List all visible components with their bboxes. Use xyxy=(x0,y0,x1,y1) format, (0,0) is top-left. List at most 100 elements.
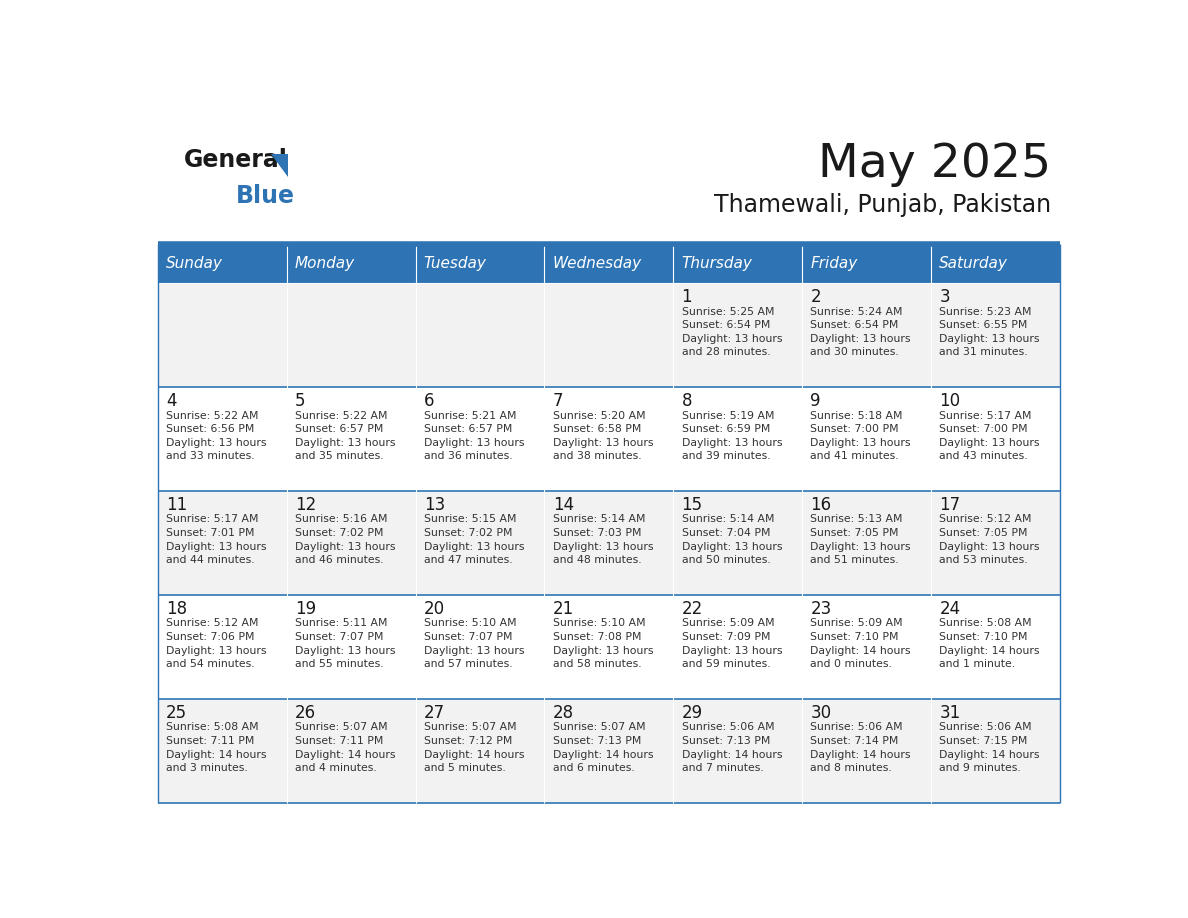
Text: 3: 3 xyxy=(940,288,950,307)
Text: Thamewali, Punjab, Pakistan: Thamewali, Punjab, Pakistan xyxy=(714,193,1051,217)
Text: Sunrise: 5:20 AM
Sunset: 6:58 PM
Daylight: 13 hours
and 38 minutes.: Sunrise: 5:20 AM Sunset: 6:58 PM Dayligh… xyxy=(552,410,653,462)
Text: 20: 20 xyxy=(424,600,446,618)
Bar xyxy=(286,387,416,491)
Bar xyxy=(158,491,286,595)
Bar xyxy=(416,244,544,284)
Bar xyxy=(416,284,544,387)
Bar xyxy=(674,699,802,803)
Text: Sunrise: 5:17 AM
Sunset: 7:00 PM
Daylight: 13 hours
and 43 minutes.: Sunrise: 5:17 AM Sunset: 7:00 PM Dayligh… xyxy=(940,410,1040,462)
Bar xyxy=(544,244,674,284)
Text: Sunrise: 5:09 AM
Sunset: 7:09 PM
Daylight: 13 hours
and 59 minutes.: Sunrise: 5:09 AM Sunset: 7:09 PM Dayligh… xyxy=(682,619,782,669)
Bar xyxy=(158,284,286,387)
Text: Sunrise: 5:18 AM
Sunset: 7:00 PM
Daylight: 13 hours
and 41 minutes.: Sunrise: 5:18 AM Sunset: 7:00 PM Dayligh… xyxy=(810,410,911,462)
Bar xyxy=(286,284,416,387)
Text: 13: 13 xyxy=(424,496,446,514)
Text: 18: 18 xyxy=(166,600,188,618)
Text: Wednesday: Wednesday xyxy=(552,256,642,272)
Bar xyxy=(802,491,931,595)
Bar xyxy=(158,244,286,284)
Bar xyxy=(286,244,416,284)
Text: Friday: Friday xyxy=(810,256,858,272)
Text: 26: 26 xyxy=(295,704,316,722)
Text: 24: 24 xyxy=(940,600,961,618)
Text: Sunrise: 5:06 AM
Sunset: 7:15 PM
Daylight: 14 hours
and 9 minutes.: Sunrise: 5:06 AM Sunset: 7:15 PM Dayligh… xyxy=(940,722,1040,773)
Text: Sunrise: 5:10 AM
Sunset: 7:07 PM
Daylight: 13 hours
and 57 minutes.: Sunrise: 5:10 AM Sunset: 7:07 PM Dayligh… xyxy=(424,619,524,669)
Bar xyxy=(674,244,802,284)
Text: 16: 16 xyxy=(810,496,832,514)
Text: Sunrise: 5:17 AM
Sunset: 7:01 PM
Daylight: 13 hours
and 44 minutes.: Sunrise: 5:17 AM Sunset: 7:01 PM Dayligh… xyxy=(166,514,266,565)
Text: Sunrise: 5:14 AM
Sunset: 7:04 PM
Daylight: 13 hours
and 50 minutes.: Sunrise: 5:14 AM Sunset: 7:04 PM Dayligh… xyxy=(682,514,782,565)
Text: Thursday: Thursday xyxy=(682,256,752,272)
Text: Sunrise: 5:08 AM
Sunset: 7:10 PM
Daylight: 14 hours
and 1 minute.: Sunrise: 5:08 AM Sunset: 7:10 PM Dayligh… xyxy=(940,619,1040,669)
Text: 6: 6 xyxy=(424,392,435,410)
Text: Sunrise: 5:16 AM
Sunset: 7:02 PM
Daylight: 13 hours
and 46 minutes.: Sunrise: 5:16 AM Sunset: 7:02 PM Dayligh… xyxy=(295,514,396,565)
Bar xyxy=(544,491,674,595)
Bar xyxy=(158,595,286,699)
Text: General: General xyxy=(183,148,287,172)
Text: Sunrise: 5:11 AM
Sunset: 7:07 PM
Daylight: 13 hours
and 55 minutes.: Sunrise: 5:11 AM Sunset: 7:07 PM Dayligh… xyxy=(295,619,396,669)
Text: 9: 9 xyxy=(810,392,821,410)
Text: 30: 30 xyxy=(810,704,832,722)
Bar xyxy=(674,491,802,595)
Bar xyxy=(931,699,1060,803)
Text: Sunrise: 5:12 AM
Sunset: 7:05 PM
Daylight: 13 hours
and 53 minutes.: Sunrise: 5:12 AM Sunset: 7:05 PM Dayligh… xyxy=(940,514,1040,565)
Bar xyxy=(286,699,416,803)
Bar xyxy=(931,387,1060,491)
Text: 21: 21 xyxy=(552,600,574,618)
Text: 19: 19 xyxy=(295,600,316,618)
Text: Tuesday: Tuesday xyxy=(424,256,487,272)
Text: Sunrise: 5:10 AM
Sunset: 7:08 PM
Daylight: 13 hours
and 58 minutes.: Sunrise: 5:10 AM Sunset: 7:08 PM Dayligh… xyxy=(552,619,653,669)
Bar xyxy=(158,387,286,491)
Bar xyxy=(802,595,931,699)
Bar xyxy=(802,244,931,284)
Text: Sunrise: 5:07 AM
Sunset: 7:11 PM
Daylight: 14 hours
and 4 minutes.: Sunrise: 5:07 AM Sunset: 7:11 PM Dayligh… xyxy=(295,722,396,773)
Text: Sunrise: 5:22 AM
Sunset: 6:56 PM
Daylight: 13 hours
and 33 minutes.: Sunrise: 5:22 AM Sunset: 6:56 PM Dayligh… xyxy=(166,410,266,462)
Text: Sunrise: 5:14 AM
Sunset: 7:03 PM
Daylight: 13 hours
and 48 minutes.: Sunrise: 5:14 AM Sunset: 7:03 PM Dayligh… xyxy=(552,514,653,565)
Text: Sunrise: 5:23 AM
Sunset: 6:55 PM
Daylight: 13 hours
and 31 minutes.: Sunrise: 5:23 AM Sunset: 6:55 PM Dayligh… xyxy=(940,307,1040,357)
Bar xyxy=(931,595,1060,699)
Text: Sunrise: 5:24 AM
Sunset: 6:54 PM
Daylight: 13 hours
and 30 minutes.: Sunrise: 5:24 AM Sunset: 6:54 PM Dayligh… xyxy=(810,307,911,357)
Text: 23: 23 xyxy=(810,600,832,618)
Bar xyxy=(802,699,931,803)
Bar xyxy=(931,284,1060,387)
Bar xyxy=(416,387,544,491)
Bar xyxy=(544,699,674,803)
Bar xyxy=(416,491,544,595)
Text: 31: 31 xyxy=(940,704,961,722)
Text: Sunrise: 5:08 AM
Sunset: 7:11 PM
Daylight: 14 hours
and 3 minutes.: Sunrise: 5:08 AM Sunset: 7:11 PM Dayligh… xyxy=(166,722,266,773)
Bar xyxy=(674,284,802,387)
Bar xyxy=(802,387,931,491)
Text: 7: 7 xyxy=(552,392,563,410)
Bar xyxy=(674,387,802,491)
Text: Saturday: Saturday xyxy=(940,256,1009,272)
Text: 17: 17 xyxy=(940,496,961,514)
Text: Sunrise: 5:07 AM
Sunset: 7:13 PM
Daylight: 14 hours
and 6 minutes.: Sunrise: 5:07 AM Sunset: 7:13 PM Dayligh… xyxy=(552,722,653,773)
Bar xyxy=(544,284,674,387)
Bar xyxy=(416,595,544,699)
Text: 29: 29 xyxy=(682,704,703,722)
Bar xyxy=(286,595,416,699)
Text: 8: 8 xyxy=(682,392,693,410)
Text: Sunrise: 5:06 AM
Sunset: 7:13 PM
Daylight: 14 hours
and 7 minutes.: Sunrise: 5:06 AM Sunset: 7:13 PM Dayligh… xyxy=(682,722,782,773)
Text: 15: 15 xyxy=(682,496,703,514)
Text: Sunrise: 5:12 AM
Sunset: 7:06 PM
Daylight: 13 hours
and 54 minutes.: Sunrise: 5:12 AM Sunset: 7:06 PM Dayligh… xyxy=(166,619,266,669)
Text: Sunrise: 5:15 AM
Sunset: 7:02 PM
Daylight: 13 hours
and 47 minutes.: Sunrise: 5:15 AM Sunset: 7:02 PM Dayligh… xyxy=(424,514,524,565)
Bar xyxy=(286,491,416,595)
Text: 11: 11 xyxy=(166,496,188,514)
Text: Sunrise: 5:25 AM
Sunset: 6:54 PM
Daylight: 13 hours
and 28 minutes.: Sunrise: 5:25 AM Sunset: 6:54 PM Dayligh… xyxy=(682,307,782,357)
Text: Sunrise: 5:19 AM
Sunset: 6:59 PM
Daylight: 13 hours
and 39 minutes.: Sunrise: 5:19 AM Sunset: 6:59 PM Dayligh… xyxy=(682,410,782,462)
Text: 22: 22 xyxy=(682,600,703,618)
Bar xyxy=(802,284,931,387)
Bar xyxy=(158,699,286,803)
Text: 25: 25 xyxy=(166,704,188,722)
Text: 2: 2 xyxy=(810,288,821,307)
Text: 4: 4 xyxy=(166,392,177,410)
Bar xyxy=(931,491,1060,595)
Bar xyxy=(544,387,674,491)
Text: Sunrise: 5:07 AM
Sunset: 7:12 PM
Daylight: 14 hours
and 5 minutes.: Sunrise: 5:07 AM Sunset: 7:12 PM Dayligh… xyxy=(424,722,524,773)
Text: 27: 27 xyxy=(424,704,446,722)
Text: Blue: Blue xyxy=(236,185,295,208)
Text: Sunrise: 5:22 AM
Sunset: 6:57 PM
Daylight: 13 hours
and 35 minutes.: Sunrise: 5:22 AM Sunset: 6:57 PM Dayligh… xyxy=(295,410,396,462)
Text: 28: 28 xyxy=(552,704,574,722)
Text: 12: 12 xyxy=(295,496,316,514)
